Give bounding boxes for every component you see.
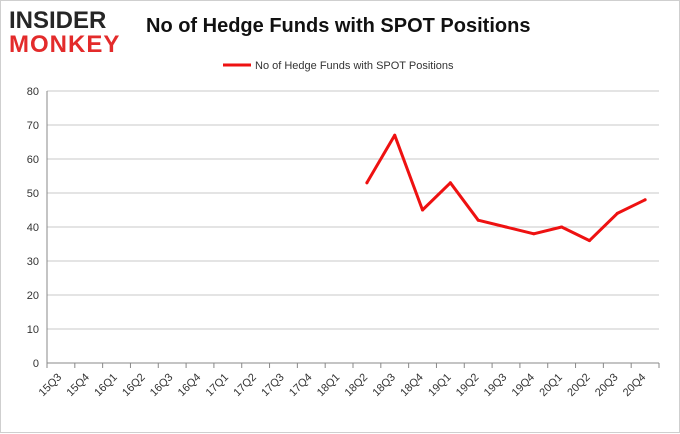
data-point: [587, 239, 591, 243]
data-point: [560, 225, 564, 229]
data-point: [476, 218, 480, 222]
x-tick-label: 18Q3: [370, 371, 398, 399]
data-point: [504, 225, 508, 229]
data-point: [393, 133, 397, 137]
x-tick-label: 17Q4: [287, 371, 315, 399]
data-point: [643, 198, 647, 202]
x-tick-label: 18Q4: [398, 371, 426, 399]
data-point: [421, 208, 425, 212]
legend-label: No of Hedge Funds with SPOT Positions: [255, 60, 454, 72]
x-tick-label: 17Q1: [204, 371, 232, 399]
x-tick-label: 19Q4: [510, 371, 538, 399]
x-tick-label: 18Q1: [315, 371, 343, 399]
data-point: [365, 181, 369, 185]
logo-top-text: INSIDER: [9, 7, 107, 34]
y-tick-label: 80: [27, 86, 39, 98]
y-tick-label: 20: [27, 290, 39, 302]
series-line: [365, 133, 647, 243]
y-tick-label: 50: [27, 188, 39, 200]
data-point: [448, 181, 452, 185]
x-tick-label: 15Q3: [37, 371, 65, 399]
y-tick-label: 10: [27, 324, 39, 336]
x-tick-label: 17Q3: [259, 371, 287, 399]
x-tick-label: 16Q2: [120, 371, 148, 399]
x-tick-label: 15Q4: [64, 371, 92, 399]
x-tick-label: 20Q1: [537, 371, 565, 399]
x-tick-label: 17Q2: [231, 371, 259, 399]
x-tick-label: 20Q3: [593, 371, 621, 399]
logo-bottom-text: MONKEY: [9, 31, 121, 58]
x-tick-label: 20Q2: [565, 371, 593, 399]
data-point: [532, 232, 536, 236]
x-tick-label: 20Q4: [621, 371, 649, 399]
y-tick-label: 60: [27, 154, 39, 166]
y-tick-label: 30: [27, 256, 39, 268]
x-tick-label: 16Q1: [92, 371, 120, 399]
chart-title: No of Hedge Funds with SPOT Positions: [146, 15, 531, 37]
insider-monkey-logo: INSIDER MONKEY: [9, 9, 129, 57]
x-tick-label: 16Q3: [148, 371, 176, 399]
y-tick-label: 70: [27, 120, 39, 132]
x-tick-label: 18Q2: [343, 371, 371, 399]
x-tick-label: 19Q3: [482, 371, 510, 399]
data-point: [615, 211, 619, 215]
x-tick-label: 19Q2: [454, 371, 482, 399]
x-tick-label: 19Q1: [426, 371, 454, 399]
y-tick-label: 0: [33, 358, 39, 370]
y-tick-label: 40: [27, 222, 39, 234]
x-tick-label: 16Q4: [176, 371, 204, 399]
